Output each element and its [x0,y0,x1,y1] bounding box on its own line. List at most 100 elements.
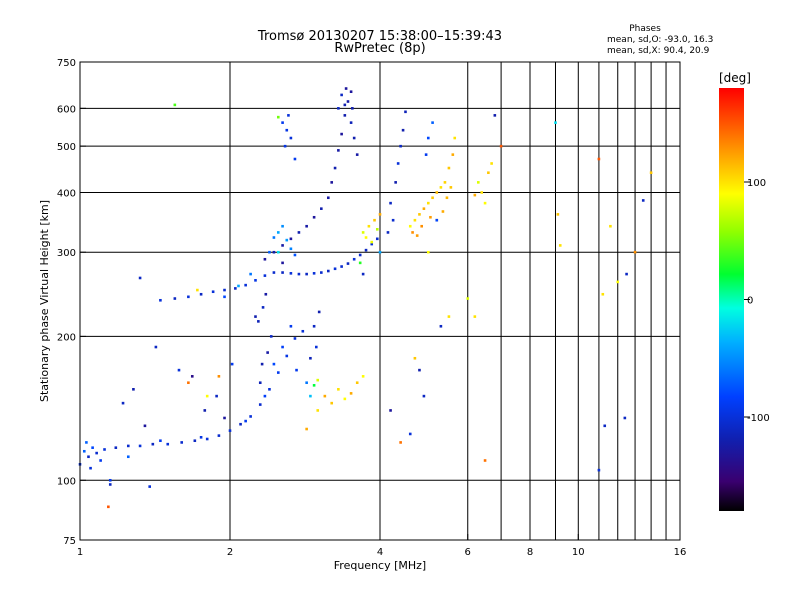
data-point [108,478,112,482]
data-point [126,444,130,448]
data-point [443,181,447,184]
data-point [361,375,365,378]
data-point [340,265,343,268]
data-point [263,274,267,277]
data-point [389,201,392,205]
data-point [477,181,480,184]
data-point [187,295,190,299]
data-point [177,368,181,372]
data-point [649,171,653,175]
chart-title: Tromsø 20130207 15:38:00–15:39:43 [257,29,502,44]
data-point [266,351,269,354]
data-point [237,284,240,288]
y-axis-label: Stationary phase Virtual Height [km] [38,200,51,402]
data-point [264,292,268,296]
data-point [447,315,451,318]
data-point [223,416,226,420]
x-tick-label: 6 [465,547,471,558]
data-point [358,261,362,265]
data-point [312,215,316,219]
data-point [364,248,368,252]
data-point [217,434,221,437]
data-point [413,356,417,360]
data-point [429,215,432,219]
grid-lines [80,62,680,540]
data-point [473,315,477,318]
data-point [293,337,297,340]
data-point [389,409,392,412]
data-point [340,93,343,97]
data-point [337,107,340,110]
data-point [103,448,106,451]
data-point [173,103,177,107]
data-point [355,381,359,385]
data-point [285,238,289,242]
data-point [375,237,379,241]
y-tick-label: 75 [63,536,76,547]
y-tick-label: 750 [57,58,76,69]
data-point [386,231,390,234]
data-point [305,427,308,431]
data-point [449,186,453,189]
data-point [297,272,301,276]
data-point [466,297,470,300]
x-axis-ticks: 1 2 4 6 8 10 16 [77,534,686,558]
data-point [349,392,353,395]
data-point [121,401,125,405]
data-point [330,181,334,184]
data-point [281,244,284,247]
data-point [203,409,207,412]
data-point [435,218,439,222]
data-point [143,424,147,428]
x-tick-label: 4 [377,547,383,558]
data-point [352,136,356,140]
data-point [263,394,267,398]
data-point [316,378,320,382]
data-point [483,201,487,205]
data-point [107,505,110,509]
phases-o-stats: mean, sd,O: -93.0, 16.3 [607,35,713,45]
data-point [556,213,560,216]
data-point [399,144,402,148]
data-point [257,320,260,323]
x-tick-label: 2 [227,547,233,558]
data-point [187,381,190,385]
data-point [435,191,439,194]
data-point [166,442,170,446]
data-point [215,394,218,398]
data-point [597,468,601,472]
data-point [558,244,562,247]
data-point [199,292,203,296]
data-point [346,100,350,103]
data-point [159,439,162,443]
data-point [420,224,423,228]
data-point [281,261,284,265]
data-point [349,121,353,124]
data-point [378,250,382,254]
data-point [343,103,347,107]
data-point [190,375,194,378]
data-point [378,213,382,216]
data-point [340,132,343,136]
data-point [415,234,419,237]
data-point [401,128,405,132]
data-point [276,115,280,119]
data-point [370,242,374,246]
data-point [99,459,102,462]
data-point [447,166,451,170]
data-point [272,250,276,254]
data-point [239,422,242,426]
data-point [426,201,430,205]
y-tick-label: 200 [57,332,76,343]
data-point [483,459,487,462]
data-point [272,236,276,239]
colorbar [719,88,744,511]
data-point [480,191,484,194]
data-point [223,288,226,292]
data-point [276,250,280,254]
data-point [289,247,293,251]
data-point [337,388,340,391]
data-point [293,253,297,257]
y-tick-label: 500 [57,142,76,153]
